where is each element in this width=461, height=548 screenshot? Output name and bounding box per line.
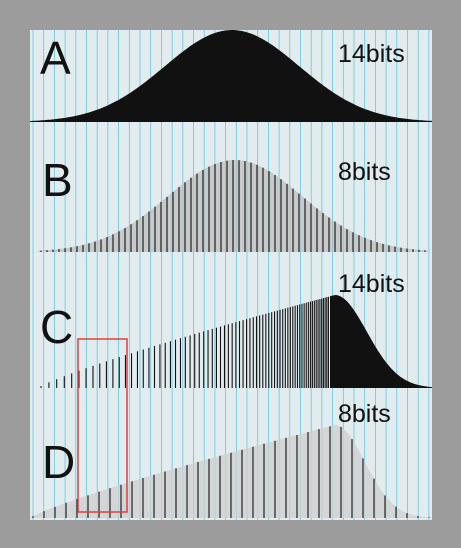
bit-label: 8bits (338, 400, 391, 428)
histograms (30, 30, 432, 518)
panel-label: C (40, 301, 73, 353)
bit-label: 14bits (338, 40, 405, 68)
bit-label: 14bits (338, 270, 405, 298)
histogram-dense (330, 295, 432, 388)
histogram-area (30, 30, 432, 122)
bit-label: 8bits (338, 158, 391, 186)
highlight-box (77, 338, 128, 513)
panel-label: B (42, 154, 73, 206)
panel-label: A (40, 32, 71, 84)
panel-label: D (42, 436, 75, 488)
